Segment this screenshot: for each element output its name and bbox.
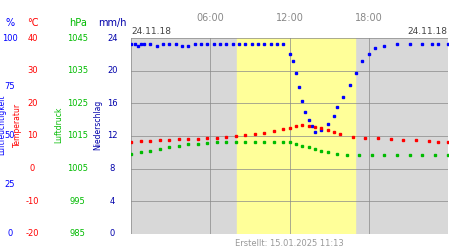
- Text: 100: 100: [2, 34, 18, 42]
- Text: Temperatur: Temperatur: [13, 103, 22, 147]
- Bar: [237, 38, 356, 234]
- Text: hPa: hPa: [69, 18, 87, 28]
- Text: 30: 30: [27, 66, 38, 75]
- Text: 25: 25: [4, 180, 15, 189]
- Text: 16: 16: [107, 99, 118, 108]
- Text: 0: 0: [110, 229, 115, 238]
- Text: Niederschlag: Niederschlag: [94, 100, 103, 150]
- Text: 24: 24: [107, 34, 118, 42]
- Text: -20: -20: [26, 229, 39, 238]
- Text: 24.11.18: 24.11.18: [131, 26, 171, 36]
- Text: 10: 10: [27, 132, 38, 140]
- Text: 0: 0: [7, 229, 13, 238]
- Text: 1045: 1045: [68, 34, 88, 42]
- Text: 995: 995: [70, 196, 86, 205]
- Text: mm/h: mm/h: [98, 18, 127, 28]
- Text: 1025: 1025: [68, 99, 88, 108]
- Text: 06:00: 06:00: [197, 13, 225, 23]
- Text: 12: 12: [107, 132, 118, 140]
- Text: 75: 75: [4, 82, 15, 92]
- Text: 1015: 1015: [68, 132, 88, 140]
- Text: %: %: [5, 18, 14, 28]
- Text: 24.11.18: 24.11.18: [408, 26, 448, 36]
- Text: -10: -10: [26, 196, 39, 205]
- Text: 40: 40: [27, 34, 38, 42]
- Text: 0: 0: [30, 164, 35, 173]
- Text: 20: 20: [27, 99, 38, 108]
- Text: 1035: 1035: [68, 66, 88, 75]
- Text: 1005: 1005: [68, 164, 88, 173]
- Text: Luftfeuchtigkeit: Luftfeuchtigkeit: [0, 95, 6, 155]
- Text: °C: °C: [27, 18, 38, 28]
- Text: 20: 20: [107, 66, 118, 75]
- Text: 8: 8: [110, 164, 115, 173]
- Text: Erstellt: 15.01.2025 11:13: Erstellt: 15.01.2025 11:13: [235, 238, 344, 248]
- Text: 50: 50: [4, 132, 15, 140]
- Text: 4: 4: [110, 196, 115, 205]
- Text: 18:00: 18:00: [355, 13, 382, 23]
- Text: Luftdruck: Luftdruck: [54, 107, 63, 143]
- Text: 985: 985: [70, 229, 86, 238]
- Text: 12:00: 12:00: [276, 13, 303, 23]
